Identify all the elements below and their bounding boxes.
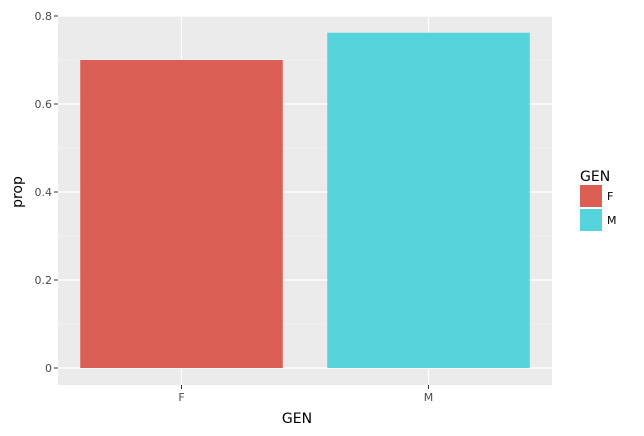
legend-key-m: [580, 209, 602, 231]
bar-f: [80, 60, 283, 368]
y-axis-ticks: 0 0.2 0.4 0.6 0.8: [35, 10, 58, 375]
x-axis-title: GEN: [282, 411, 312, 427]
y-tick-label: 0.2: [35, 274, 53, 287]
legend-key-f: [580, 185, 602, 207]
legend-title: GEN: [580, 169, 610, 185]
y-axis-title: prop: [10, 176, 26, 208]
legend: GEN FM: [580, 169, 617, 231]
x-tick-label: F: [178, 391, 184, 404]
y-tick-label: 0.4: [35, 186, 53, 199]
legend-label-m: M: [607, 214, 617, 227]
bars: [80, 32, 530, 368]
y-tick-label: 0.8: [35, 10, 53, 23]
legend-label-f: F: [607, 190, 613, 203]
y-tick-label: 0.6: [35, 98, 53, 111]
bar-m: [327, 32, 530, 368]
x-tick-label: M: [424, 391, 434, 404]
y-tick-label: 0: [45, 362, 52, 375]
